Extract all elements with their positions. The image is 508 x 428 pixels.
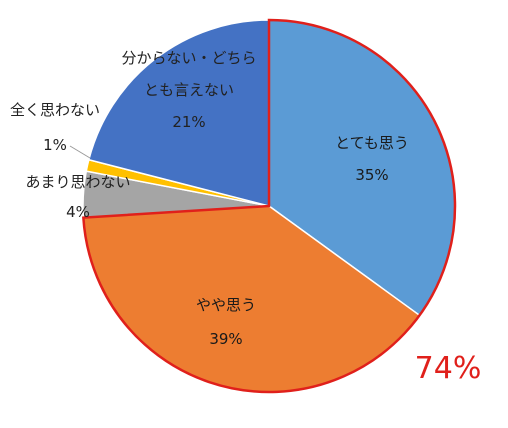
slice-label-wakaranai-line2: とも言えない [144, 81, 234, 99]
slice-label-yaya: やや思う [196, 296, 256, 314]
slice-wakaranai [87, 19, 270, 207]
slice-value-totemo: 35% [355, 166, 388, 184]
highlight-outline [82, 18, 457, 394]
slice-value-wakaranai: 21% [172, 113, 205, 131]
slice-value-amari: 4% [66, 203, 90, 221]
slice-label-totemo: とても思う [335, 134, 409, 152]
slice-value-yaya: 39% [209, 330, 242, 348]
slice-value-mattaku: 1% [43, 136, 67, 154]
highlight-callout: 74% [415, 351, 482, 386]
slice-label-amari: あまり思わない [25, 173, 130, 191]
slice-label-mattaku: 全く思わない [10, 101, 100, 119]
leader-line-mattaku [69, 145, 91, 159]
pie-slices [82, 19, 456, 393]
slice-label-wakaranai-line1: 分からない・どちら [121, 49, 256, 67]
